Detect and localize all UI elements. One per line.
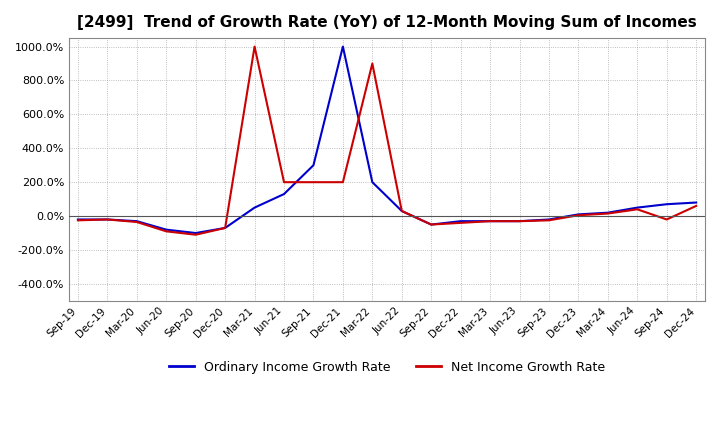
Net Income Growth Rate [456,220,465,226]
Net Income Growth Rate [103,217,112,222]
Net Income Growth Rate [544,218,553,223]
Ordinary Income Growth Rate [279,191,288,197]
Net Income Growth Rate [692,203,701,209]
Net Income Growth Rate [309,180,318,185]
Ordinary Income Growth Rate [427,222,436,227]
Net Income Growth Rate [338,180,347,185]
Ordinary Income Growth Rate [692,200,701,205]
Net Income Growth Rate [516,219,524,224]
Net Income Growth Rate [73,218,82,223]
Ordinary Income Growth Rate [221,225,230,231]
Ordinary Income Growth Rate [338,44,347,49]
Ordinary Income Growth Rate [368,180,377,185]
Net Income Growth Rate [427,222,436,227]
Ordinary Income Growth Rate [456,219,465,224]
Ordinary Income Growth Rate [486,219,495,224]
Ordinary Income Growth Rate [162,227,171,232]
Ordinary Income Growth Rate [603,210,612,215]
Net Income Growth Rate [603,211,612,216]
Legend: Ordinary Income Growth Rate, Net Income Growth Rate: Ordinary Income Growth Rate, Net Income … [164,356,610,379]
Net Income Growth Rate [279,180,288,185]
Ordinary Income Growth Rate [397,209,406,214]
Net Income Growth Rate [368,61,377,66]
Net Income Growth Rate [662,217,671,222]
Net Income Growth Rate [633,207,642,212]
Net Income Growth Rate [486,219,495,224]
Ordinary Income Growth Rate [132,219,141,224]
Net Income Growth Rate [221,225,230,231]
Net Income Growth Rate [192,232,200,237]
Ordinary Income Growth Rate [633,205,642,210]
Ordinary Income Growth Rate [192,231,200,236]
Line: Net Income Growth Rate: Net Income Growth Rate [78,47,696,235]
Title: [2499]  Trend of Growth Rate (YoY) of 12-Month Moving Sum of Incomes: [2499] Trend of Growth Rate (YoY) of 12-… [77,15,697,30]
Net Income Growth Rate [162,229,171,234]
Ordinary Income Growth Rate [544,217,553,222]
Ordinary Income Growth Rate [73,217,82,222]
Ordinary Income Growth Rate [251,205,259,210]
Ordinary Income Growth Rate [516,219,524,224]
Ordinary Income Growth Rate [309,163,318,168]
Line: Ordinary Income Growth Rate: Ordinary Income Growth Rate [78,47,696,233]
Ordinary Income Growth Rate [662,202,671,207]
Net Income Growth Rate [251,44,259,49]
Net Income Growth Rate [397,209,406,214]
Ordinary Income Growth Rate [574,212,582,217]
Ordinary Income Growth Rate [103,217,112,222]
Net Income Growth Rate [132,220,141,225]
Net Income Growth Rate [574,213,582,218]
